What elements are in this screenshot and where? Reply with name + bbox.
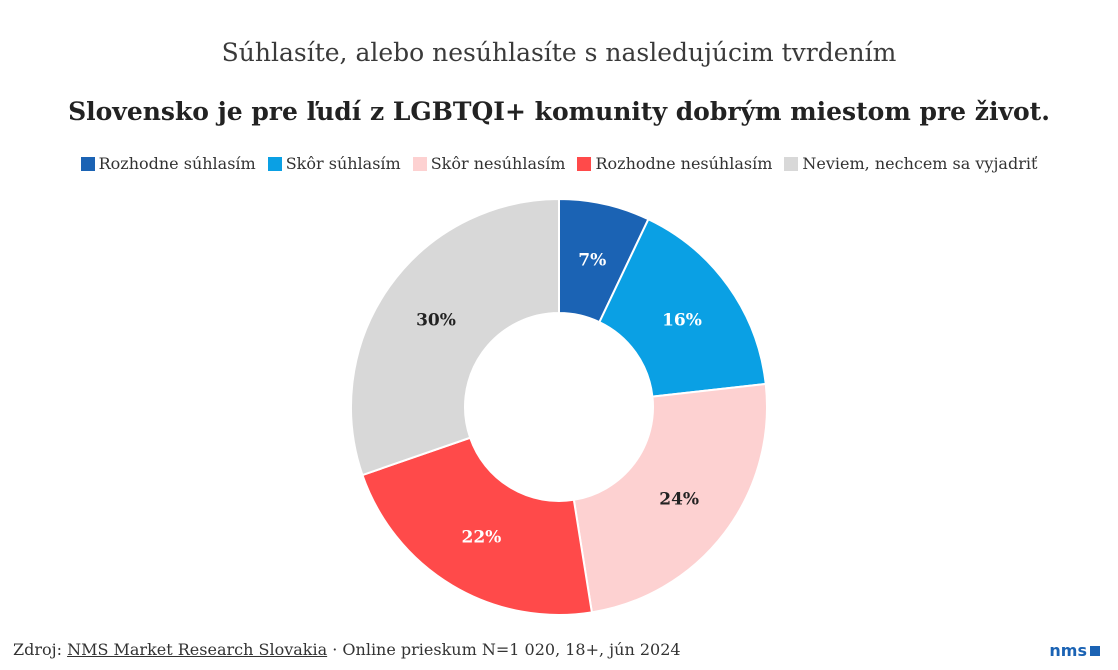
slice-label: 24% — [659, 489, 699, 509]
source-note: Zdroj: NMS Market Research Slovakia · On… — [13, 640, 681, 659]
legend-swatch — [80, 156, 95, 171]
source-details: · Online prieskum N=1 020, 18+, jún 2024 — [327, 640, 681, 659]
donut-slice[interactable] — [350, 197, 560, 477]
logo-square-icon — [1090, 645, 1100, 656]
donut-slice[interactable] — [361, 436, 594, 616]
legend-swatch — [784, 156, 799, 171]
slice-label: 30% — [416, 310, 456, 330]
legend-label: Neviem, nechcem sa vyjadriť — [802, 154, 1038, 173]
legend-swatch — [577, 156, 592, 171]
nms-logo: nms — [1049, 641, 1100, 660]
chart-title: Slovensko je pre ľudí z LGBTQI+ komunity… — [68, 97, 1050, 126]
legend-item[interactable]: Neviem, nechcem sa vyjadriť — [784, 154, 1037, 173]
legend-swatch — [267, 156, 282, 171]
slice-label: 16% — [662, 310, 702, 330]
legend-label: Skôr súhlasím — [285, 154, 401, 173]
source-link[interactable]: NMS Market Research Slovakia — [67, 640, 328, 659]
legend-swatch — [412, 156, 427, 171]
donut-slice[interactable] — [572, 382, 768, 614]
legend-label: Rozhodne súhlasím — [98, 154, 256, 173]
slice-label: 22% — [462, 528, 502, 548]
legend-item[interactable]: Skôr súhlasím — [267, 154, 401, 173]
legend: Rozhodne súhlasím Skôr súhlasím Skôr nesúh… — [0, 154, 1118, 173]
legend-label: Skôr nesúhlasím — [430, 154, 566, 173]
logo-text: nms — [1049, 641, 1087, 660]
legend-item[interactable]: Skôr nesúhlasím — [412, 154, 566, 173]
donut-slice[interactable] — [598, 217, 767, 398]
slice-label: 7% — [578, 251, 606, 271]
chart-subtitle: Súhlasíte, alebo nesúhlasíte s nasledujú… — [221, 38, 897, 67]
legend-item[interactable]: Rozhodne nesúhlasím — [577, 154, 772, 173]
legend-label: Rozhodne nesúhlasím — [595, 154, 773, 173]
source-prefix: Zdroj: — [13, 640, 68, 659]
legend-item[interactable]: Rozhodne súhlasím — [80, 154, 256, 173]
